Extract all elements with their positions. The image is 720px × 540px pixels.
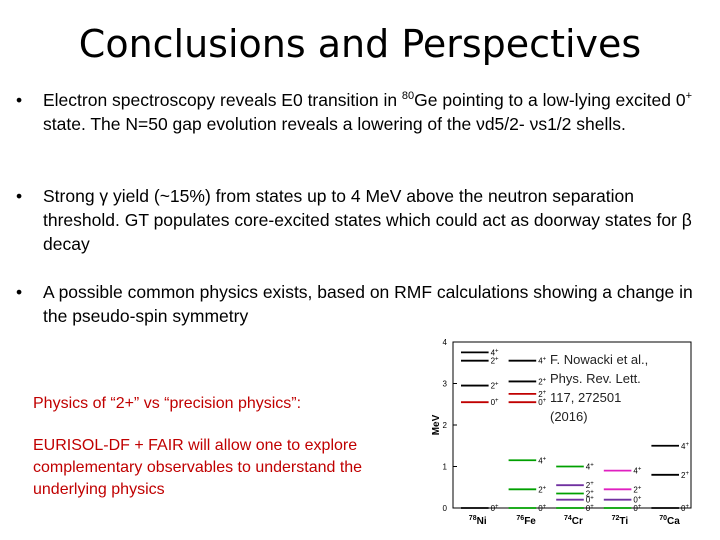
level-label: 2+ xyxy=(538,377,546,386)
level-label: 0+ xyxy=(491,504,499,513)
level-label: 2+ xyxy=(586,489,594,498)
y-tick-label: 3 xyxy=(443,380,448,389)
level-label: 0+ xyxy=(538,504,546,513)
level-label: 2+ xyxy=(491,382,499,391)
nucleus-label: 72Ti xyxy=(612,515,629,527)
y-tick-label: 1 xyxy=(443,463,448,472)
level-label: 0+ xyxy=(633,496,641,505)
level-label: 4+ xyxy=(681,442,689,451)
slide-title: Conclusions and Perspectives xyxy=(78,22,642,66)
bullet-marker: • xyxy=(16,90,23,110)
nucleus-label: 70Ca xyxy=(659,515,680,527)
citation: F. Nowacki et al., Phys. Rev. Lett. 117,… xyxy=(550,352,649,424)
y-tick-label: 2 xyxy=(443,421,448,430)
level-label: 2+ xyxy=(681,471,689,480)
y-tick-label: 0 xyxy=(443,504,448,513)
level-label: 2+ xyxy=(491,357,499,366)
level-scheme-chart: 01234MeV78Ni0+0+2+2+4+76Fe0+2+4+0+2+2+4+… xyxy=(431,338,692,527)
bullet-text: Electron spectroscopy reveals E0 transit… xyxy=(43,90,693,134)
bullet-marker: • xyxy=(16,186,23,206)
plot-frame xyxy=(452,341,692,509)
y-tick-label: 4 xyxy=(443,338,448,347)
level-label: 0+ xyxy=(633,504,641,513)
y-axis-label: MeV xyxy=(431,414,442,435)
physics-note: Physics of “2+” vs “precision physics”: xyxy=(33,395,302,412)
level-label: 0+ xyxy=(538,398,546,407)
level-label: 2+ xyxy=(586,481,594,490)
level-label: 4+ xyxy=(538,357,546,366)
nucleus-label: 76Fe xyxy=(516,515,536,527)
nucleus-label: 78Ni xyxy=(469,515,487,527)
level-label: 2+ xyxy=(538,485,546,494)
eurisol-note: EURISOL-DF + FAIR will allow one to expl… xyxy=(33,437,363,498)
level-label: 4+ xyxy=(491,348,499,357)
level-label: 2+ xyxy=(538,390,546,399)
level-label: 4+ xyxy=(633,467,641,476)
bullet-text: A possible common physics exists, based … xyxy=(43,282,693,326)
bullet-marker: • xyxy=(16,282,23,302)
level-label: 0+ xyxy=(586,496,594,505)
level-label: 4+ xyxy=(586,463,594,472)
level-label: 0+ xyxy=(586,504,594,513)
bullet-text: Strong γ yield (~15%) from states up to … xyxy=(43,186,692,254)
level-label: 0+ xyxy=(491,398,499,407)
level-label: 0+ xyxy=(681,504,689,513)
level-label: 2+ xyxy=(633,485,641,494)
level-label: 4+ xyxy=(538,456,546,465)
nucleus-label: 74Cr xyxy=(564,515,583,527)
